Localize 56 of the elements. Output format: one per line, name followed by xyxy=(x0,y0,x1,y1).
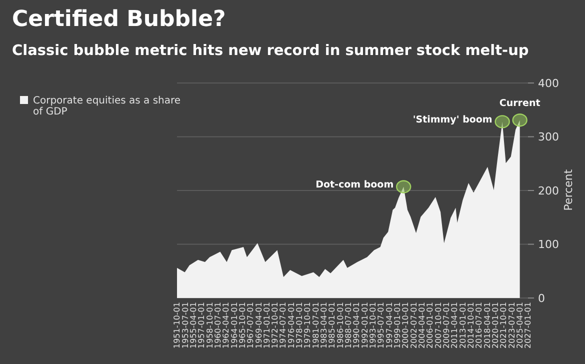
x-tick-label: 2020-01-01 xyxy=(490,302,500,348)
x-tick-label: 1962-04-01 xyxy=(222,302,231,348)
x-tick-label: 2002-07-01 xyxy=(409,302,418,348)
x-tick-label: 2023-07-01 xyxy=(507,302,516,348)
x-tick-label: 2004-04-01 xyxy=(418,302,427,348)
y-tick-label: 100 xyxy=(538,238,559,252)
x-tick-label: 1967-07-01 xyxy=(246,302,256,348)
y-tick-label: 200 xyxy=(538,184,559,198)
legend-label: Corporate equities as a share of GDP xyxy=(33,96,181,118)
y-axis-title: Percent xyxy=(562,168,575,211)
x-tick-label: 1990-04-01 xyxy=(352,302,362,348)
x-tick-label: 1972-10-01 xyxy=(270,302,280,348)
x-tick-label: 1978-01-01 xyxy=(295,302,304,348)
x-tick-label: 1965-10-01 xyxy=(238,302,247,348)
x-tick-label: 1988-07-01 xyxy=(344,302,354,348)
x-tick-label: 1958-10-01 xyxy=(205,302,214,348)
x-tick-label: 1957-01-01 xyxy=(197,302,206,348)
x-tick-label: 2021-10-01 xyxy=(499,302,508,348)
chart-subtitle: Classic bubble metric hits new record in summer stock melt-up xyxy=(12,43,529,59)
x-tick-label: 1971-01-01 xyxy=(262,302,272,348)
x-tick-label: 2013-01-01 xyxy=(458,302,468,348)
x-tick-label: 1992-01-01 xyxy=(360,302,370,348)
x-tick-label: 1976-04-01 xyxy=(286,302,296,348)
x-tick-label: 1964-01-01 xyxy=(230,302,239,348)
x-tick-label: 1999-01-01 xyxy=(393,302,402,348)
annotation: Current xyxy=(499,98,541,110)
x-tick-label: 1993-10-01 xyxy=(368,302,378,348)
x-tick-label: 1983-04-01 xyxy=(320,302,329,348)
x-tick-label: 1969-04-01 xyxy=(254,302,264,348)
x-tick-label: 2009-07-01 xyxy=(442,302,451,348)
x-tick-label: 2014-10-01 xyxy=(466,302,476,348)
y-tick-label: 400 xyxy=(538,76,559,90)
x-tick-label: 2016-07-01 xyxy=(474,302,484,348)
x-tick-label: 1960-07-01 xyxy=(213,302,222,348)
x-tick-label: 1985-01-01 xyxy=(328,302,337,348)
y-tick-label: 0 xyxy=(538,292,545,305)
x-tick-label: 1953-07-01 xyxy=(180,302,190,348)
x-tick-label: 1986-10-01 xyxy=(336,302,345,348)
x-tick-label: 2006-01-01 xyxy=(426,302,435,348)
x-tick-label: 2027-01-01 xyxy=(524,302,533,348)
x-tick-label: 1955-04-01 xyxy=(188,302,198,348)
x-tick-label: 1951-10-01 xyxy=(172,302,182,348)
x-tick-label: 2025-04-01 xyxy=(515,302,524,348)
annotation: 'Stimmy' boom xyxy=(412,114,492,126)
x-tick-label: 1979-10-01 xyxy=(303,302,312,348)
x-tick-label: 1995-07-01 xyxy=(376,302,386,348)
x-tick-label: 2000-10-01 xyxy=(401,302,410,348)
x-tick-label: 2011-04-01 xyxy=(450,302,460,348)
x-tick-label: 2018-04-01 xyxy=(482,302,492,348)
y-tick-label: 300 xyxy=(538,130,559,144)
x-tick-label: 1974-07-01 xyxy=(278,302,288,348)
x-tick-label: 2007-10-01 xyxy=(434,302,443,348)
x-tick-label: 1997-04-01 xyxy=(384,302,394,348)
x-tick-label: 1981-07-01 xyxy=(311,302,320,348)
annotation: Dot-com boom xyxy=(316,180,394,191)
chart-title: Certified Bubble? xyxy=(12,7,226,32)
